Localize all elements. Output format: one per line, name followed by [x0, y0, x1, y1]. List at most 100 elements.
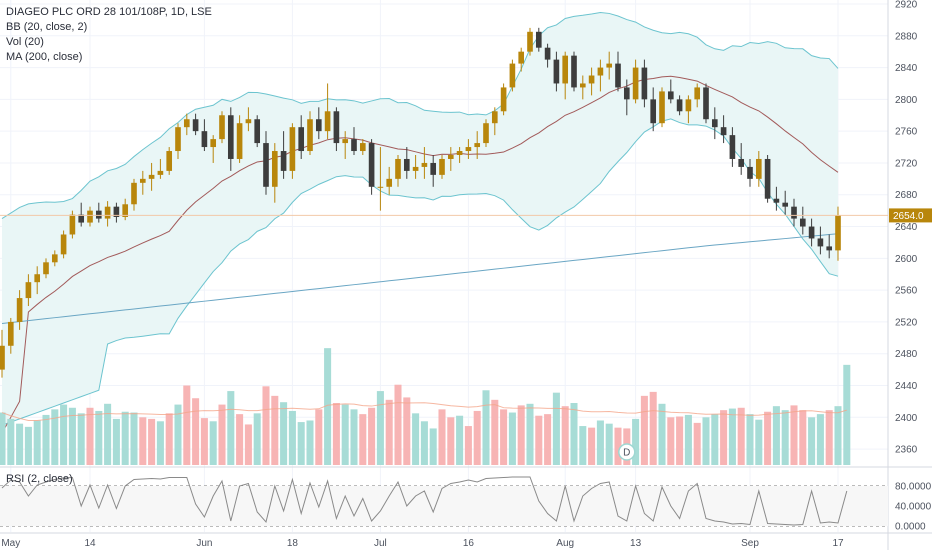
volume-bar: [412, 413, 420, 465]
price-tick-label: 2480: [895, 349, 918, 360]
candle-body: [826, 246, 833, 251]
volume-bar: [350, 409, 358, 465]
time-tick-label: 14: [84, 538, 96, 549]
legend-symbol-title[interactable]: DIAGEO PLC ORD 28 101/108P, 1D, LSE: [6, 6, 212, 18]
volume-bar: [394, 384, 402, 465]
candle-body: [148, 174, 155, 179]
price-axis[interactable]: 2360 2400 2440 2480 2520 2560 2600 2640 2680 2720…: [889, 0, 932, 533]
volume-bar: [711, 414, 719, 465]
volume-bar: [315, 409, 323, 465]
volume-bar: [658, 403, 666, 465]
volume-bar: [95, 410, 103, 465]
candle-body: [667, 91, 674, 100]
volume-bar: [456, 415, 464, 465]
volume-bar: [236, 414, 244, 465]
candle-body: [579, 83, 586, 88]
candle-body: [201, 131, 208, 148]
candle-body: [430, 162, 437, 175]
candle-body: [720, 127, 727, 136]
dividend-marker[interactable]: D: [618, 443, 636, 461]
price-tick-label: 2760: [895, 127, 918, 138]
candle-body: [483, 123, 489, 144]
legend-volume[interactable]: Vol (20): [6, 36, 44, 48]
bb-fill: [2, 12, 838, 426]
candle-body: [69, 214, 76, 235]
volume-bar: [280, 402, 288, 465]
candle-body: [527, 31, 533, 52]
candle-body: [7, 321, 14, 346]
candle-body: [34, 274, 41, 283]
candle-body: [562, 55, 569, 84]
price-tick-label: 2400: [895, 413, 918, 424]
candle-body: [227, 115, 234, 159]
volume-bar: [376, 391, 384, 465]
volume-bar: [843, 364, 851, 465]
volume-bar: [130, 412, 138, 465]
volume-bar: [324, 348, 332, 465]
candle-body: [615, 63, 621, 88]
candle-body: [175, 127, 181, 152]
volume-bar: [271, 395, 279, 465]
time-axis[interactable]: May 14 Jun 18 Jul 16 Aug 13 Sep 17: [1, 538, 844, 549]
price-tick-label: 2880: [895, 31, 918, 42]
volume-bar: [772, 406, 780, 465]
volume-bar: [737, 407, 745, 465]
candle-body: [553, 59, 560, 84]
legend-ma[interactable]: MA (200, close): [6, 51, 83, 63]
dividend-label: D: [623, 448, 630, 459]
legend-bb[interactable]: BB (20, close, 2): [6, 21, 88, 33]
candle-body: [747, 166, 753, 179]
rsi-legend[interactable]: RSI (2, close): [6, 473, 73, 485]
time-tick-label: 16: [463, 538, 475, 549]
volume-bar: [640, 395, 648, 465]
bb-lower-line: [1, 118, 839, 426]
candle-body: [51, 254, 58, 263]
volume-bar: [526, 403, 534, 465]
candle-body: [703, 87, 709, 120]
volume-bar: [755, 419, 763, 465]
candle-body: [544, 47, 551, 60]
candle-body: [518, 51, 525, 64]
volume-bar: [720, 410, 728, 465]
candle-body: [25, 282, 32, 299]
dividend-circle: [618, 443, 636, 461]
volume-bar: [605, 423, 613, 465]
candle-body: [808, 226, 815, 239]
volume-bar: [68, 407, 76, 465]
candle-body: [791, 206, 797, 219]
candle-body: [236, 123, 243, 159]
time-tick-label: Jun: [196, 538, 212, 549]
time-tick-label: Jul: [374, 538, 387, 549]
volume-bar: [781, 410, 789, 465]
volume-bar: [728, 408, 736, 465]
volume-bar: [579, 426, 587, 465]
volume-bar: [209, 421, 217, 465]
candle-body: [280, 151, 287, 171]
volume-bar: [482, 390, 490, 465]
price-tick-label: 2840: [895, 63, 918, 74]
price-tick-label: 2680: [895, 190, 918, 201]
price-candles: [0, 27, 841, 378]
time-tick-label: 17: [832, 538, 844, 549]
volume-bar: [588, 427, 596, 465]
candle-body: [817, 238, 824, 247]
candle-body: [139, 178, 146, 183]
candle-body: [456, 151, 463, 155]
candle-body: [623, 87, 630, 100]
volume-bar: [341, 404, 349, 465]
volume-bar: [570, 403, 578, 465]
candle-body: [395, 158, 401, 179]
candle-body: [16, 298, 23, 322]
candle-body: [782, 202, 789, 207]
volume-bar: [253, 413, 261, 465]
candle-body: [650, 99, 657, 124]
price-tick-label: 2920: [895, 0, 918, 10]
time-tick-label: Sep: [741, 538, 759, 549]
candle-body: [606, 63, 613, 68]
chart-legend: DIAGEO PLC ORD 28 101/108P, 1D, LSE BB (…: [6, 5, 212, 65]
price-tick-label: 2440: [895, 381, 918, 392]
candle-body: [122, 204, 129, 217]
volume-bar: [262, 386, 270, 465]
candle-body: [755, 158, 762, 179]
